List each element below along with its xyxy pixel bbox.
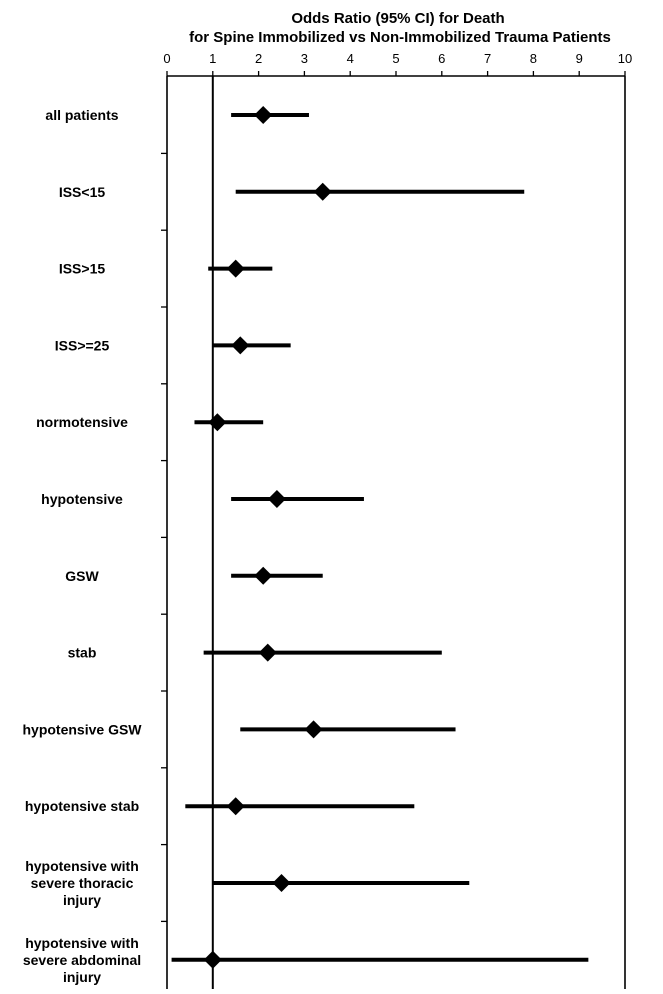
row-label: ISS>15: [59, 261, 106, 277]
row-label: hypotensive with: [25, 858, 139, 874]
x-tick-label: 9: [576, 51, 583, 66]
chart-title-line-2: for Spine Immobilized vs Non-Immobilized…: [189, 29, 611, 46]
row-label: ISS<15: [59, 184, 106, 200]
point-estimate-marker: [203, 950, 222, 969]
row-label: stab: [68, 645, 97, 661]
row-label: hypotensive stab: [25, 798, 139, 814]
row-label: severe thoracic: [31, 875, 134, 891]
row-label: injury: [63, 892, 101, 908]
x-tick-label: 10: [618, 51, 632, 66]
point-estimate-marker: [226, 797, 245, 816]
point-estimate-marker: [272, 874, 291, 892]
row-label: ISS>=25: [55, 337, 110, 353]
row-label: severe abdominal: [23, 952, 141, 968]
point-estimate-marker: [267, 490, 286, 508]
row-label: injury: [63, 969, 101, 985]
x-tick-label: 8: [530, 51, 537, 66]
x-tick-label: 0: [163, 51, 170, 66]
row-label: hypotensive with: [25, 935, 139, 951]
row-label: GSW: [65, 568, 99, 584]
point-estimate-marker: [254, 106, 273, 124]
point-estimate-marker: [304, 720, 323, 739]
point-estimate-marker: [231, 336, 250, 355]
x-tick-label: 2: [255, 51, 262, 66]
point-estimate-marker: [254, 566, 273, 585]
row-label: all patients: [45, 107, 118, 123]
row-label: normotensive: [36, 414, 128, 430]
x-tick-label: 5: [392, 51, 399, 66]
x-tick-label: 7: [484, 51, 491, 66]
point-estimate-marker: [226, 259, 245, 278]
row-label: hypotensive GSW: [22, 721, 142, 737]
point-estimate-marker: [208, 413, 227, 432]
chart-title-line-1: Odds Ratio (95% CI) for Death: [291, 10, 504, 27]
point-estimate-marker: [258, 643, 277, 662]
x-tick-label: 1: [209, 51, 216, 66]
x-tick-label: 3: [301, 51, 308, 66]
point-estimate-marker: [313, 182, 332, 201]
row-label: hypotensive: [41, 491, 123, 507]
x-tick-label: 4: [347, 51, 354, 66]
x-tick-label: 6: [438, 51, 445, 66]
